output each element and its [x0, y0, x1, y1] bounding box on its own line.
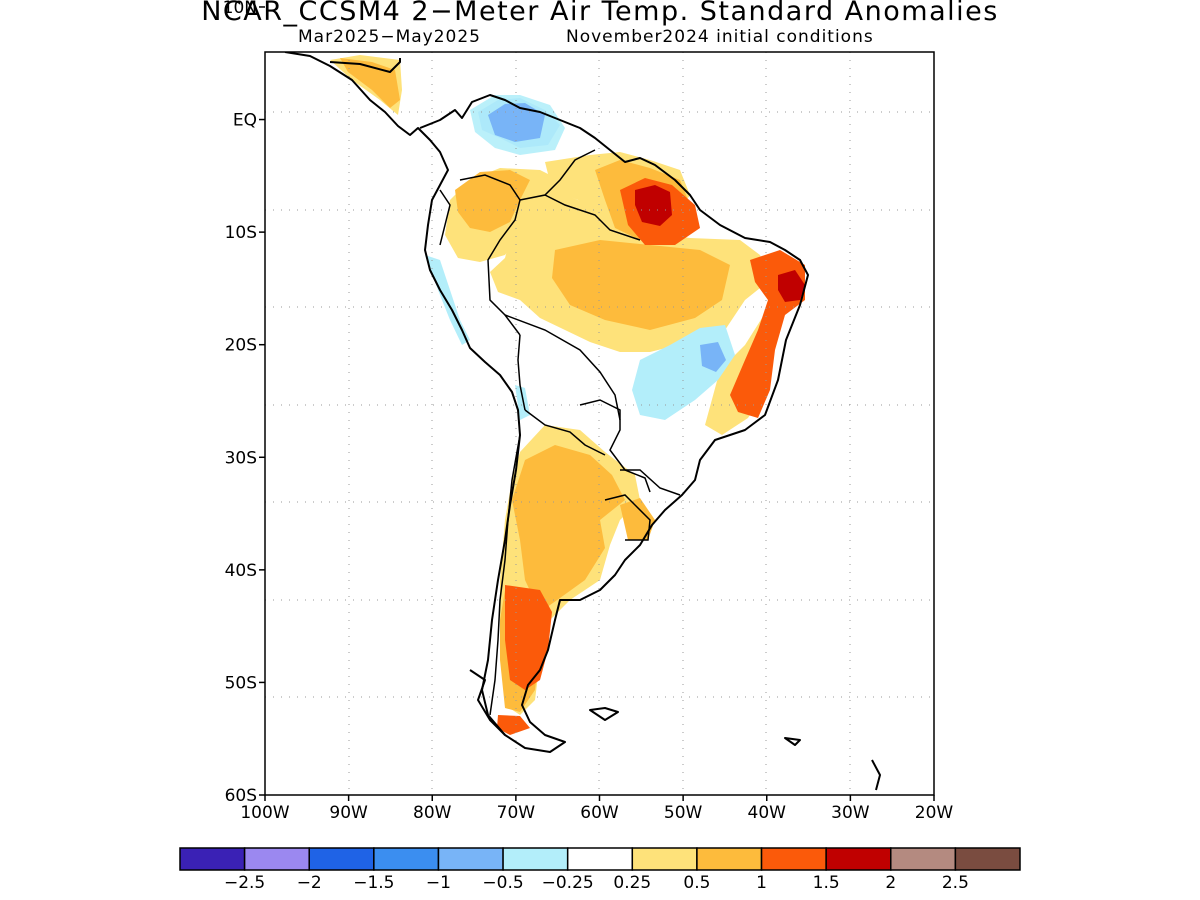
initial-conditions: November2024 initial conditions [566, 27, 874, 47]
anomaly-zone-colombia [455, 170, 530, 232]
anomaly-field [330, 55, 805, 735]
anomaly-zone-amazon-mouth [635, 185, 672, 226]
anomaly-zone-venezuela-core [488, 103, 545, 142]
anomaly-zone-tierra-del-fuego [497, 715, 530, 735]
lat-tick-label: 60S [225, 786, 257, 806]
anomaly-zone-uruguay [620, 498, 655, 540]
colorbar-tick-label: −2.5 [224, 873, 265, 893]
lon-tick-label: 60W [580, 803, 619, 823]
colorbar-swatch [631, 847, 698, 871]
colorbar-swatch [373, 847, 440, 871]
lat-tick-label: 30S [225, 448, 257, 468]
colorbar-swatch [243, 847, 310, 871]
colorbar-tick-label: −1.5 [353, 873, 394, 893]
colorbar-tick-label: 2.5 [942, 873, 969, 893]
colorbar-swatch [437, 847, 504, 871]
lon-tick-label: 100W [240, 803, 289, 823]
colorbar-tick-label: −1 [426, 873, 451, 893]
coastline [284, 52, 881, 791]
colorbar-swatch [954, 847, 1021, 871]
lon-tick-label: 40W [748, 803, 787, 823]
lon-tick-label: 80W [413, 803, 452, 823]
lon-tick-label: 70W [497, 803, 536, 823]
colorbar-tick-label: 0.5 [683, 873, 710, 893]
colorbar-tick-label: 1.5 [813, 873, 840, 893]
colorbar-tick-label: 1 [756, 873, 767, 893]
colorbar-swatch [760, 847, 827, 871]
lon-tick-label: 50W [664, 803, 703, 823]
lat-tick-label: 10S [225, 223, 257, 243]
anomaly-zone-minas-cool [700, 342, 726, 372]
lat-tick-label: 10N [223, 0, 257, 18]
lat-tick-label: 20S [225, 336, 257, 356]
colorbar-swatch [179, 847, 246, 871]
anomaly-zone-south-argentina [505, 585, 552, 690]
colorbar-tick-label: 0.25 [613, 873, 651, 893]
anomaly-zone-recife [778, 270, 805, 302]
colorbar-swatch [566, 847, 634, 871]
colorbar-swatch [308, 847, 375, 871]
anomaly-zone-chile-cool [515, 385, 530, 420]
map-title: NCAR_CCSM4 2−Meter Air Temp. Standard An… [201, 0, 999, 27]
color-legend: −2.5 −2 −1.5 −1 −0.5 −0.25 0.25 0.5 1 1.5 2 2.5 [179, 847, 1021, 893]
lat-tick-label: EQ [233, 111, 257, 131]
anomaly-zone-argentina-core [512, 445, 625, 612]
country-borders [439, 149, 681, 716]
forecast-period: Mar2025−May2025 [298, 27, 481, 47]
colorbar-swatch [696, 847, 763, 871]
colorbar-tick-label: 2 [885, 873, 896, 893]
colorbar-tick-label: −0.5 [482, 873, 523, 893]
lon-tick-label: 20W [915, 803, 954, 823]
longitude-axis: 100W 90W 80W 70W 60W 50W 40W 30W 20W [240, 795, 953, 823]
colorbar-tick-label: −0.25 [542, 873, 594, 893]
colorbar-swatch [502, 847, 569, 871]
anomaly-zone-amazon [552, 240, 730, 330]
colorbar-swatch [890, 847, 957, 871]
lat-tick-label: 50S [225, 673, 257, 693]
lon-tick-label: 90W [329, 803, 368, 823]
lon-tick-label: 30W [831, 803, 870, 823]
latitude-axis: 10N EQ 10S 20S 30S 40S 50S 60S [223, 0, 265, 806]
lat-tick-label: 40S [225, 561, 257, 581]
colorbar-swatch [825, 847, 892, 871]
colorbar-tick-label: −2 [297, 873, 322, 893]
